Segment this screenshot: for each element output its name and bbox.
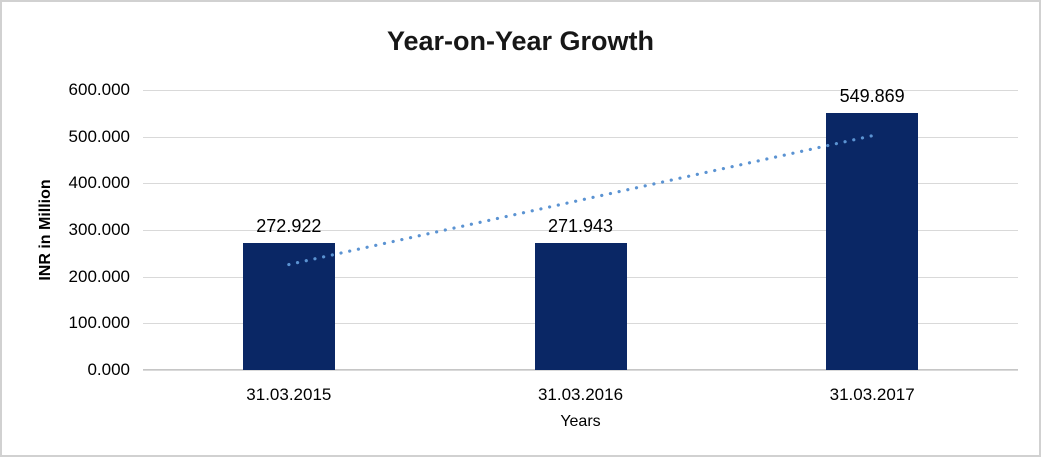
gridline: [143, 370, 1018, 371]
gridline: [143, 183, 1018, 185]
plot-area: 272.922 271.943 549.869: [143, 86, 1018, 371]
chart-title: Year-on-Year Growth: [386, 26, 655, 56]
trendline: [287, 134, 874, 267]
y-tick-label: 100.000: [68, 313, 130, 333]
bar-value-label: 549.869: [839, 86, 905, 107]
y-tick-label: 600.000: [68, 80, 130, 99]
bar-31.03.2017: [826, 113, 919, 370]
gridline: [143, 90, 1018, 91]
y-tick-label: 400.000: [68, 173, 130, 193]
x-axis-title: Years: [560, 413, 601, 430]
y-axis-tick-labels: 0.000 100.000 200.000 300.000 400.000 500.000…: [2, 2, 130, 455]
gridline: [143, 136, 1018, 138]
x-tick-label: 31.03.2016: [537, 385, 624, 404]
x-tick-label: 31.03.2017: [829, 385, 915, 404]
x-tick-label: 31.03.2015: [246, 385, 332, 404]
x-axis-tick-labels: 31.03.2015 31.03.2016 31.03.2017: [143, 385, 1018, 407]
y-tick-label: 0.000: [87, 360, 130, 379]
bar-value-label: 272.922: [256, 215, 322, 236]
y-tick-label: 500.000: [68, 126, 130, 146]
gridline: [143, 230, 1018, 231]
bar-31.03.2016: [534, 243, 627, 370]
bar-value-label: 271.943: [547, 216, 614, 237]
y-tick-label: 200.000: [68, 266, 130, 286]
y-tick-label: 300.000: [68, 220, 130, 239]
